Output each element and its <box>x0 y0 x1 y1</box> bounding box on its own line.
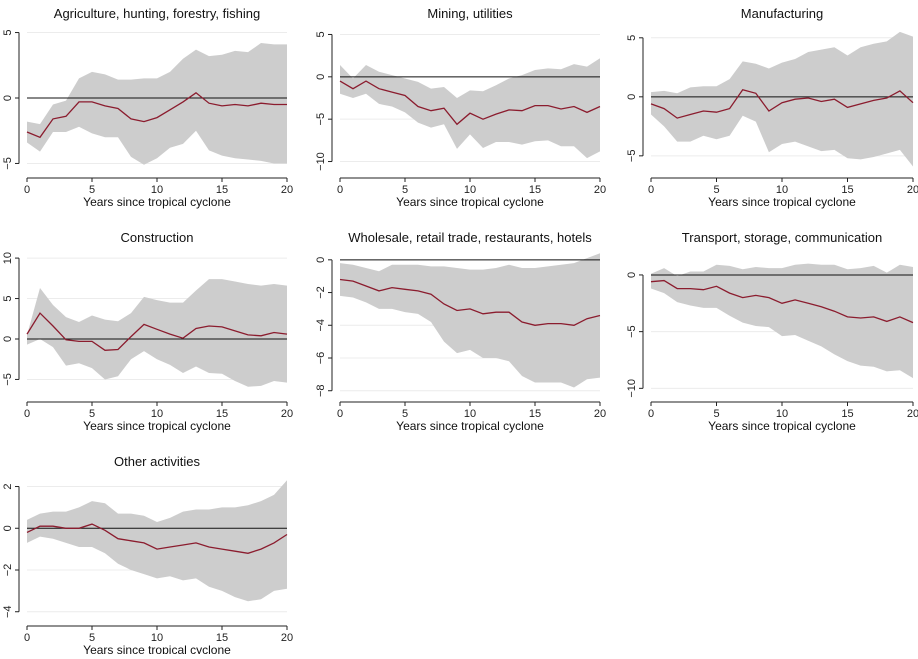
x-tick-label: 5 <box>713 408 719 420</box>
x-tick-label: 0 <box>648 408 654 420</box>
x-tick-label: 10 <box>464 184 476 196</box>
y-tick-label: −4 <box>2 605 14 618</box>
y-tick-label: −8 <box>315 384 327 397</box>
x-tick-label: 20 <box>907 184 918 196</box>
x-tick-label: 15 <box>216 632 228 644</box>
confidence-band <box>27 279 287 387</box>
x-tick-label: 15 <box>841 184 853 196</box>
estimate-line <box>26 523 288 554</box>
panel-6: Transport, storage, communication −10 −5 0 0… <box>626 230 918 433</box>
panel-title: Agriculture, hunting, forestry, fishing <box>54 6 260 21</box>
x-axis-label: Years since tropical cyclone <box>396 195 544 209</box>
x-tick-label: 20 <box>594 408 606 420</box>
y-tick-label: 0 <box>315 74 327 80</box>
y-tick-label: −2 <box>315 286 327 299</box>
x-tick-label: 20 <box>907 408 918 420</box>
x-tick-label: 10 <box>151 632 163 644</box>
x-axis-label: Years since tropical cyclone <box>708 419 856 433</box>
panel-4: Construction −5 0 5 10 0 5 10 15 20 Years since tr… <box>2 230 293 433</box>
x-tick-label: 5 <box>402 408 408 420</box>
confidence-band <box>651 31 913 167</box>
y-tick-label: 5 <box>2 29 14 35</box>
x-tick-label: 10 <box>151 408 163 420</box>
y-tick-label: −5 <box>2 157 14 170</box>
y-tick-label: −10 <box>626 379 638 398</box>
y-tick-label: −5 <box>626 150 638 163</box>
y-tick-label: 0 <box>2 525 14 531</box>
estimate-line <box>26 91 287 139</box>
x-axis-label: Years since tropical cyclone <box>83 643 231 654</box>
x-axis-label: Years since tropical cyclone <box>708 195 856 209</box>
y-tick-label: −4 <box>315 319 327 332</box>
x-tick-label: 0 <box>648 184 654 196</box>
y-tick-label: −6 <box>315 352 327 365</box>
x-tick-label: 5 <box>713 184 719 196</box>
x-tick-label: 5 <box>89 632 95 644</box>
y-tick-label: 2 <box>2 483 14 489</box>
y-tick-label: 5 <box>2 295 14 301</box>
confidence-band <box>340 253 600 388</box>
x-axis-label: Years since tropical cyclone <box>396 419 544 433</box>
y-tick-label: 0 <box>315 257 327 263</box>
y-tick-label: 0 <box>2 336 14 342</box>
x-tick-label: 5 <box>402 184 408 196</box>
x-tick-label: 10 <box>464 408 476 420</box>
estimate-line <box>650 88 914 119</box>
panel-title: Manufacturing <box>741 6 823 21</box>
x-tick-label: 20 <box>281 632 293 644</box>
y-tick-label: −5 <box>2 373 14 386</box>
panel-title: Mining, utilities <box>427 6 513 21</box>
panel-3: Manufacturing −5 0 5 0 5 10 15 20 Years since tro… <box>626 6 918 209</box>
estimate-line <box>26 312 288 351</box>
confidence-band <box>27 480 287 602</box>
y-tick-label: −5 <box>626 325 638 338</box>
x-tick-label: 5 <box>89 184 95 196</box>
x-tick-label: 15 <box>529 408 541 420</box>
panel-1: Agriculture, hunting, forestry, fishing −… <box>2 6 293 209</box>
y-tick-label: 5 <box>626 35 638 41</box>
panel-title: Wholesale, retail trade, restaurants, ho… <box>348 230 592 245</box>
x-tick-label: 10 <box>776 184 788 196</box>
estimate-line <box>339 278 601 326</box>
y-tick-label: 0 <box>626 94 638 100</box>
panel-2: Mining, utilities −10 −5 0 5 0 5 10 15 20 Years si… <box>315 6 606 209</box>
x-tick-label: 20 <box>281 408 293 420</box>
x-tick-label: 0 <box>24 408 30 420</box>
y-tick-label: −2 <box>2 564 14 577</box>
x-tick-label: 15 <box>216 408 228 420</box>
x-tick-label: 0 <box>24 184 30 196</box>
panel-title: Transport, storage, communication <box>682 230 882 245</box>
estimate-line <box>339 80 601 126</box>
y-tick-label: 0 <box>626 272 638 278</box>
x-tick-label: 0 <box>337 408 343 420</box>
x-tick-label: 15 <box>529 184 541 196</box>
x-tick-label: 10 <box>776 408 788 420</box>
x-tick-label: 10 <box>151 184 163 196</box>
x-tick-label: 0 <box>24 632 30 644</box>
y-tick-label: −10 <box>315 152 327 171</box>
y-tick-label: −5 <box>315 113 327 126</box>
panel-title: Other activities <box>114 454 200 469</box>
x-tick-label: 15 <box>841 408 853 420</box>
x-tick-label: 20 <box>281 184 293 196</box>
y-tick-label: 10 <box>2 252 14 264</box>
confidence-band <box>651 263 913 379</box>
x-tick-label: 15 <box>216 184 228 196</box>
estimate-line <box>650 279 914 324</box>
x-tick-label: 5 <box>89 408 95 420</box>
y-tick-label: 0 <box>2 95 14 101</box>
panel-5: Wholesale, retail trade, restaurants, ho… <box>315 230 606 433</box>
x-axis-label: Years since tropical cyclone <box>83 195 231 209</box>
confidence-band <box>27 43 287 165</box>
confidence-band <box>340 58 600 159</box>
y-tick-label: 5 <box>315 31 327 37</box>
panel-title: Construction <box>121 230 194 245</box>
x-tick-label: 0 <box>337 184 343 196</box>
x-tick-label: 20 <box>594 184 606 196</box>
x-axis-label: Years since tropical cyclone <box>83 419 231 433</box>
